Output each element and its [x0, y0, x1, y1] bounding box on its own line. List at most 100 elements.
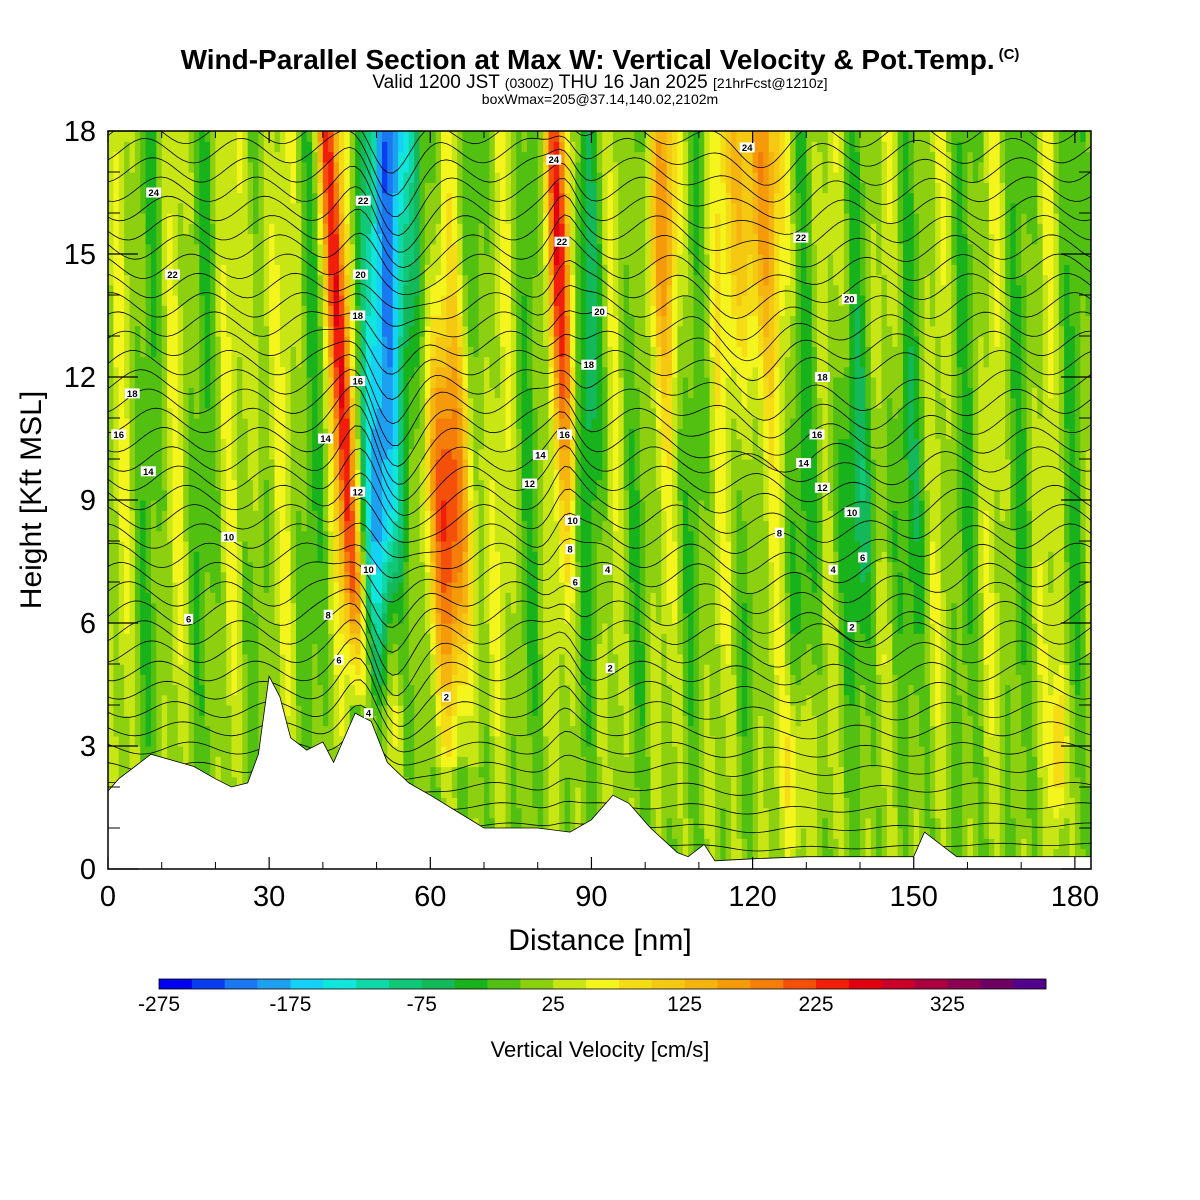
w-cell: [881, 131, 888, 142]
w-cell: [392, 192, 399, 450]
contour-label-bg: [353, 269, 368, 280]
theta-contour-line: [108, 602, 1091, 676]
colorbar-swatch: [947, 979, 981, 989]
w-cell: [457, 715, 464, 757]
x-tick-label: 30: [253, 881, 285, 913]
w-cell: [124, 633, 131, 716]
w-cell: [768, 664, 775, 869]
w-cell: [661, 633, 668, 869]
w-cell: [435, 131, 442, 224]
theta-contour-line: [108, 131, 1079, 174]
w-cell: [758, 325, 764, 358]
w-cell: [629, 684, 635, 798]
w-cell: [833, 131, 840, 173]
w-cell: [559, 397, 566, 419]
w-cell: [564, 582, 571, 624]
w-cell: [886, 623, 893, 869]
w-cell: [731, 131, 738, 204]
contour-label-bg: [858, 552, 868, 563]
contour-label-bg: [847, 622, 857, 633]
colorbar-swatch: [848, 979, 883, 989]
colorbar-tick-label: -275: [137, 993, 181, 1016]
w-cell: [645, 336, 652, 757]
w-cell: [430, 653, 437, 696]
w-cell: [408, 325, 415, 378]
w-cell: [387, 561, 394, 583]
w-cell: [301, 530, 308, 850]
w-cell: [510, 612, 517, 737]
w-cell: [1069, 684, 1076, 798]
w-cell: [704, 377, 711, 511]
w-cell: [650, 264, 657, 306]
contour-label: 12: [524, 479, 535, 490]
w-cell: [408, 448, 415, 686]
w-cell: [441, 295, 447, 337]
contour-label: 10: [847, 508, 858, 519]
w-cell: [124, 131, 131, 142]
w-cell: [118, 131, 125, 255]
w-cell: [215, 489, 222, 604]
w-cell: [355, 500, 362, 532]
w-cell: [344, 366, 351, 388]
w-cell: [435, 612, 442, 645]
w-cell: [897, 131, 904, 245]
w-cell: [929, 623, 936, 727]
w-cell: [881, 787, 888, 869]
w-cell: [392, 520, 399, 542]
w-cell: [451, 243, 458, 296]
contour-label-bg: [841, 294, 857, 305]
w-cell: [720, 182, 727, 645]
w-cell: [747, 131, 754, 255]
w-cell: [328, 356, 335, 378]
w-cell: [838, 377, 845, 440]
w-cell: [344, 520, 351, 552]
w-cell: [763, 131, 770, 286]
w-cell: [1005, 510, 1012, 686]
w-cell: [811, 243, 818, 347]
w-cell: [564, 489, 571, 532]
w-cell: [328, 633, 335, 768]
w-cell: [725, 131, 732, 194]
w-cell: [758, 397, 764, 450]
w-cell: [570, 725, 576, 869]
w-cell: [876, 807, 883, 869]
w-cell: [236, 356, 243, 542]
w-cell: [317, 438, 324, 563]
w-cell: [328, 274, 335, 306]
w-cell: [672, 746, 678, 839]
w-cell: [317, 274, 324, 327]
w-cell: [451, 459, 458, 542]
w-cell: [349, 510, 356, 593]
w-cell: [1074, 694, 1081, 778]
chart-title: Wind-Parallel Section at Max W: Vertical…: [0, 44, 1200, 76]
w-cell: [424, 510, 431, 573]
w-cell: [870, 131, 877, 224]
w-cell: [242, 131, 249, 419]
w-cell: [317, 131, 324, 142]
contour-label-bg: [221, 531, 237, 542]
w-cell: [1053, 674, 1060, 706]
contour-label: 18: [127, 389, 138, 400]
w-cell: [140, 356, 147, 501]
w-cell: [1026, 131, 1033, 235]
contour-label: 6: [860, 553, 865, 564]
w-cell: [677, 653, 684, 819]
theta-contour-line: [108, 259, 1091, 319]
w-cell: [462, 756, 469, 768]
w-cell: [790, 520, 797, 634]
w-cell: [457, 571, 464, 604]
contour-label: 16: [113, 430, 124, 441]
w-cell: [741, 407, 748, 460]
w-cell: [430, 315, 437, 358]
w-cell: [956, 530, 963, 696]
w-cell: [806, 571, 813, 645]
w-cell: [639, 725, 646, 860]
w-cell: [962, 664, 969, 869]
w-cell: [682, 131, 689, 142]
contour-label-bg: [557, 429, 573, 440]
valid-time: Valid 1200 JST: [372, 72, 500, 93]
w-cell: [365, 633, 372, 665]
contour-label-bg: [592, 306, 607, 317]
contour-label: 2: [608, 664, 613, 675]
w-cell: [817, 151, 823, 399]
